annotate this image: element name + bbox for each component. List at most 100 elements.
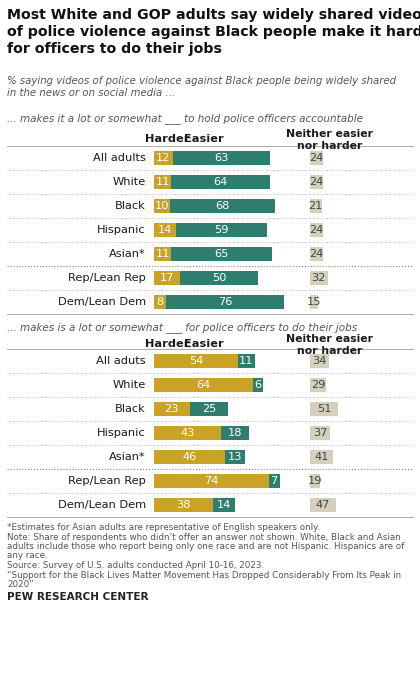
Bar bbox=[310, 199, 322, 213]
Text: 19: 19 bbox=[308, 476, 323, 486]
Text: 24: 24 bbox=[310, 153, 324, 163]
Text: Asian*: Asian* bbox=[109, 452, 146, 462]
Text: 13: 13 bbox=[228, 452, 243, 462]
Text: All adults: All adults bbox=[93, 153, 146, 163]
Bar bbox=[310, 498, 336, 512]
Text: Neither easier
nor harder: Neither easier nor harder bbox=[286, 334, 373, 356]
Bar bbox=[310, 223, 323, 237]
Text: Rep/Lean Rep: Rep/Lean Rep bbox=[68, 476, 146, 486]
Text: 47: 47 bbox=[316, 500, 330, 510]
Text: ... makes is a lot or somewhat ___ for police officers to do their jobs: ... makes is a lot or somewhat ___ for p… bbox=[7, 322, 357, 333]
Bar bbox=[154, 199, 170, 213]
Bar bbox=[310, 378, 326, 392]
Bar bbox=[173, 151, 270, 165]
Text: Black: Black bbox=[115, 201, 146, 211]
Text: Hispanic: Hispanic bbox=[97, 225, 146, 235]
Bar bbox=[310, 450, 333, 464]
Bar bbox=[154, 175, 171, 189]
Bar bbox=[154, 450, 225, 464]
Text: 18: 18 bbox=[227, 428, 242, 438]
Text: 50: 50 bbox=[212, 273, 226, 283]
Bar bbox=[154, 474, 269, 488]
Text: 2020”: 2020” bbox=[7, 580, 34, 589]
Text: 65: 65 bbox=[214, 249, 228, 259]
Bar bbox=[310, 426, 331, 440]
Text: 37: 37 bbox=[313, 428, 328, 438]
Text: Easier: Easier bbox=[184, 339, 224, 349]
Bar bbox=[171, 175, 270, 189]
Bar bbox=[310, 474, 320, 488]
Bar bbox=[170, 199, 275, 213]
Text: any race.: any race. bbox=[7, 552, 47, 561]
Text: 38: 38 bbox=[176, 500, 191, 510]
Text: Easier: Easier bbox=[184, 134, 224, 144]
Text: 14: 14 bbox=[217, 500, 231, 510]
Bar bbox=[310, 402, 338, 416]
Text: 64: 64 bbox=[197, 380, 211, 390]
Text: Note: Share of respondents who didn’t offer an answer not shown. White, Black an: Note: Share of respondents who didn’t of… bbox=[7, 533, 401, 542]
Text: 23: 23 bbox=[165, 404, 179, 414]
Text: 8: 8 bbox=[157, 297, 164, 307]
Bar bbox=[213, 498, 235, 512]
Text: Harder: Harder bbox=[145, 339, 189, 349]
Text: 68: 68 bbox=[215, 201, 229, 211]
Bar bbox=[154, 247, 171, 261]
Text: 59: 59 bbox=[214, 225, 228, 235]
Text: White: White bbox=[113, 380, 146, 390]
Bar bbox=[180, 271, 258, 285]
Text: 29: 29 bbox=[311, 380, 325, 390]
Text: 41: 41 bbox=[314, 452, 328, 462]
Text: ... makes it a lot or somewhat ___ to hold police officers accountable: ... makes it a lot or somewhat ___ to ho… bbox=[7, 113, 363, 124]
Text: “Support for the Black Lives Matter Movement Has Dropped Considerably From Its P: “Support for the Black Lives Matter Move… bbox=[7, 570, 401, 579]
Text: Neither easier
nor harder: Neither easier nor harder bbox=[286, 129, 373, 151]
Text: 51: 51 bbox=[317, 404, 331, 414]
Text: 11: 11 bbox=[155, 249, 170, 259]
Text: 34: 34 bbox=[312, 356, 326, 366]
Text: All aduts: All aduts bbox=[96, 356, 146, 366]
Bar bbox=[310, 271, 328, 285]
Text: 14: 14 bbox=[158, 225, 172, 235]
Bar bbox=[171, 247, 272, 261]
Bar bbox=[154, 354, 238, 368]
Bar bbox=[310, 354, 329, 368]
Text: 76: 76 bbox=[218, 297, 233, 307]
Text: adults include those who report being only one race and are not Hispanic. Hispan: adults include those who report being on… bbox=[7, 542, 404, 551]
Bar bbox=[154, 295, 166, 309]
Text: 24: 24 bbox=[310, 225, 324, 235]
Text: 25: 25 bbox=[202, 404, 216, 414]
Text: PEW RESEARCH CENTER: PEW RESEARCH CENTER bbox=[7, 592, 149, 603]
Text: 21: 21 bbox=[309, 201, 323, 211]
Text: Dem/Lean Dem: Dem/Lean Dem bbox=[58, 297, 146, 307]
Text: 64: 64 bbox=[213, 177, 228, 187]
Text: 43: 43 bbox=[180, 428, 194, 438]
Bar bbox=[190, 402, 228, 416]
Text: 6: 6 bbox=[254, 380, 261, 390]
Text: 7: 7 bbox=[270, 476, 278, 486]
Text: 12: 12 bbox=[156, 153, 171, 163]
Text: 54: 54 bbox=[189, 356, 203, 366]
Text: 46: 46 bbox=[183, 452, 197, 462]
Text: 17: 17 bbox=[160, 273, 174, 283]
Text: 63: 63 bbox=[214, 153, 228, 163]
Bar bbox=[154, 151, 173, 165]
Bar bbox=[154, 426, 220, 440]
Bar bbox=[310, 175, 323, 189]
Text: Rep/Lean Rep: Rep/Lean Rep bbox=[68, 273, 146, 283]
Bar bbox=[310, 151, 323, 165]
Text: White: White bbox=[113, 177, 146, 187]
Text: Asian*: Asian* bbox=[109, 249, 146, 259]
Bar bbox=[253, 378, 262, 392]
Text: Source: Survey of U.S. adults conducted April 10-16, 2023.: Source: Survey of U.S. adults conducted … bbox=[7, 561, 264, 570]
Bar bbox=[238, 354, 255, 368]
Bar bbox=[269, 474, 280, 488]
Text: 32: 32 bbox=[312, 273, 326, 283]
Text: % saying videos of police violence against Black people being widely shared
in t: % saying videos of police violence again… bbox=[7, 76, 396, 98]
Bar bbox=[176, 223, 267, 237]
Text: 11: 11 bbox=[239, 356, 254, 366]
Text: 24: 24 bbox=[310, 249, 324, 259]
Bar bbox=[220, 426, 249, 440]
Bar bbox=[166, 295, 284, 309]
Text: 74: 74 bbox=[204, 476, 218, 486]
Text: Dem/Lean Dem: Dem/Lean Dem bbox=[58, 500, 146, 510]
Bar bbox=[154, 498, 213, 512]
